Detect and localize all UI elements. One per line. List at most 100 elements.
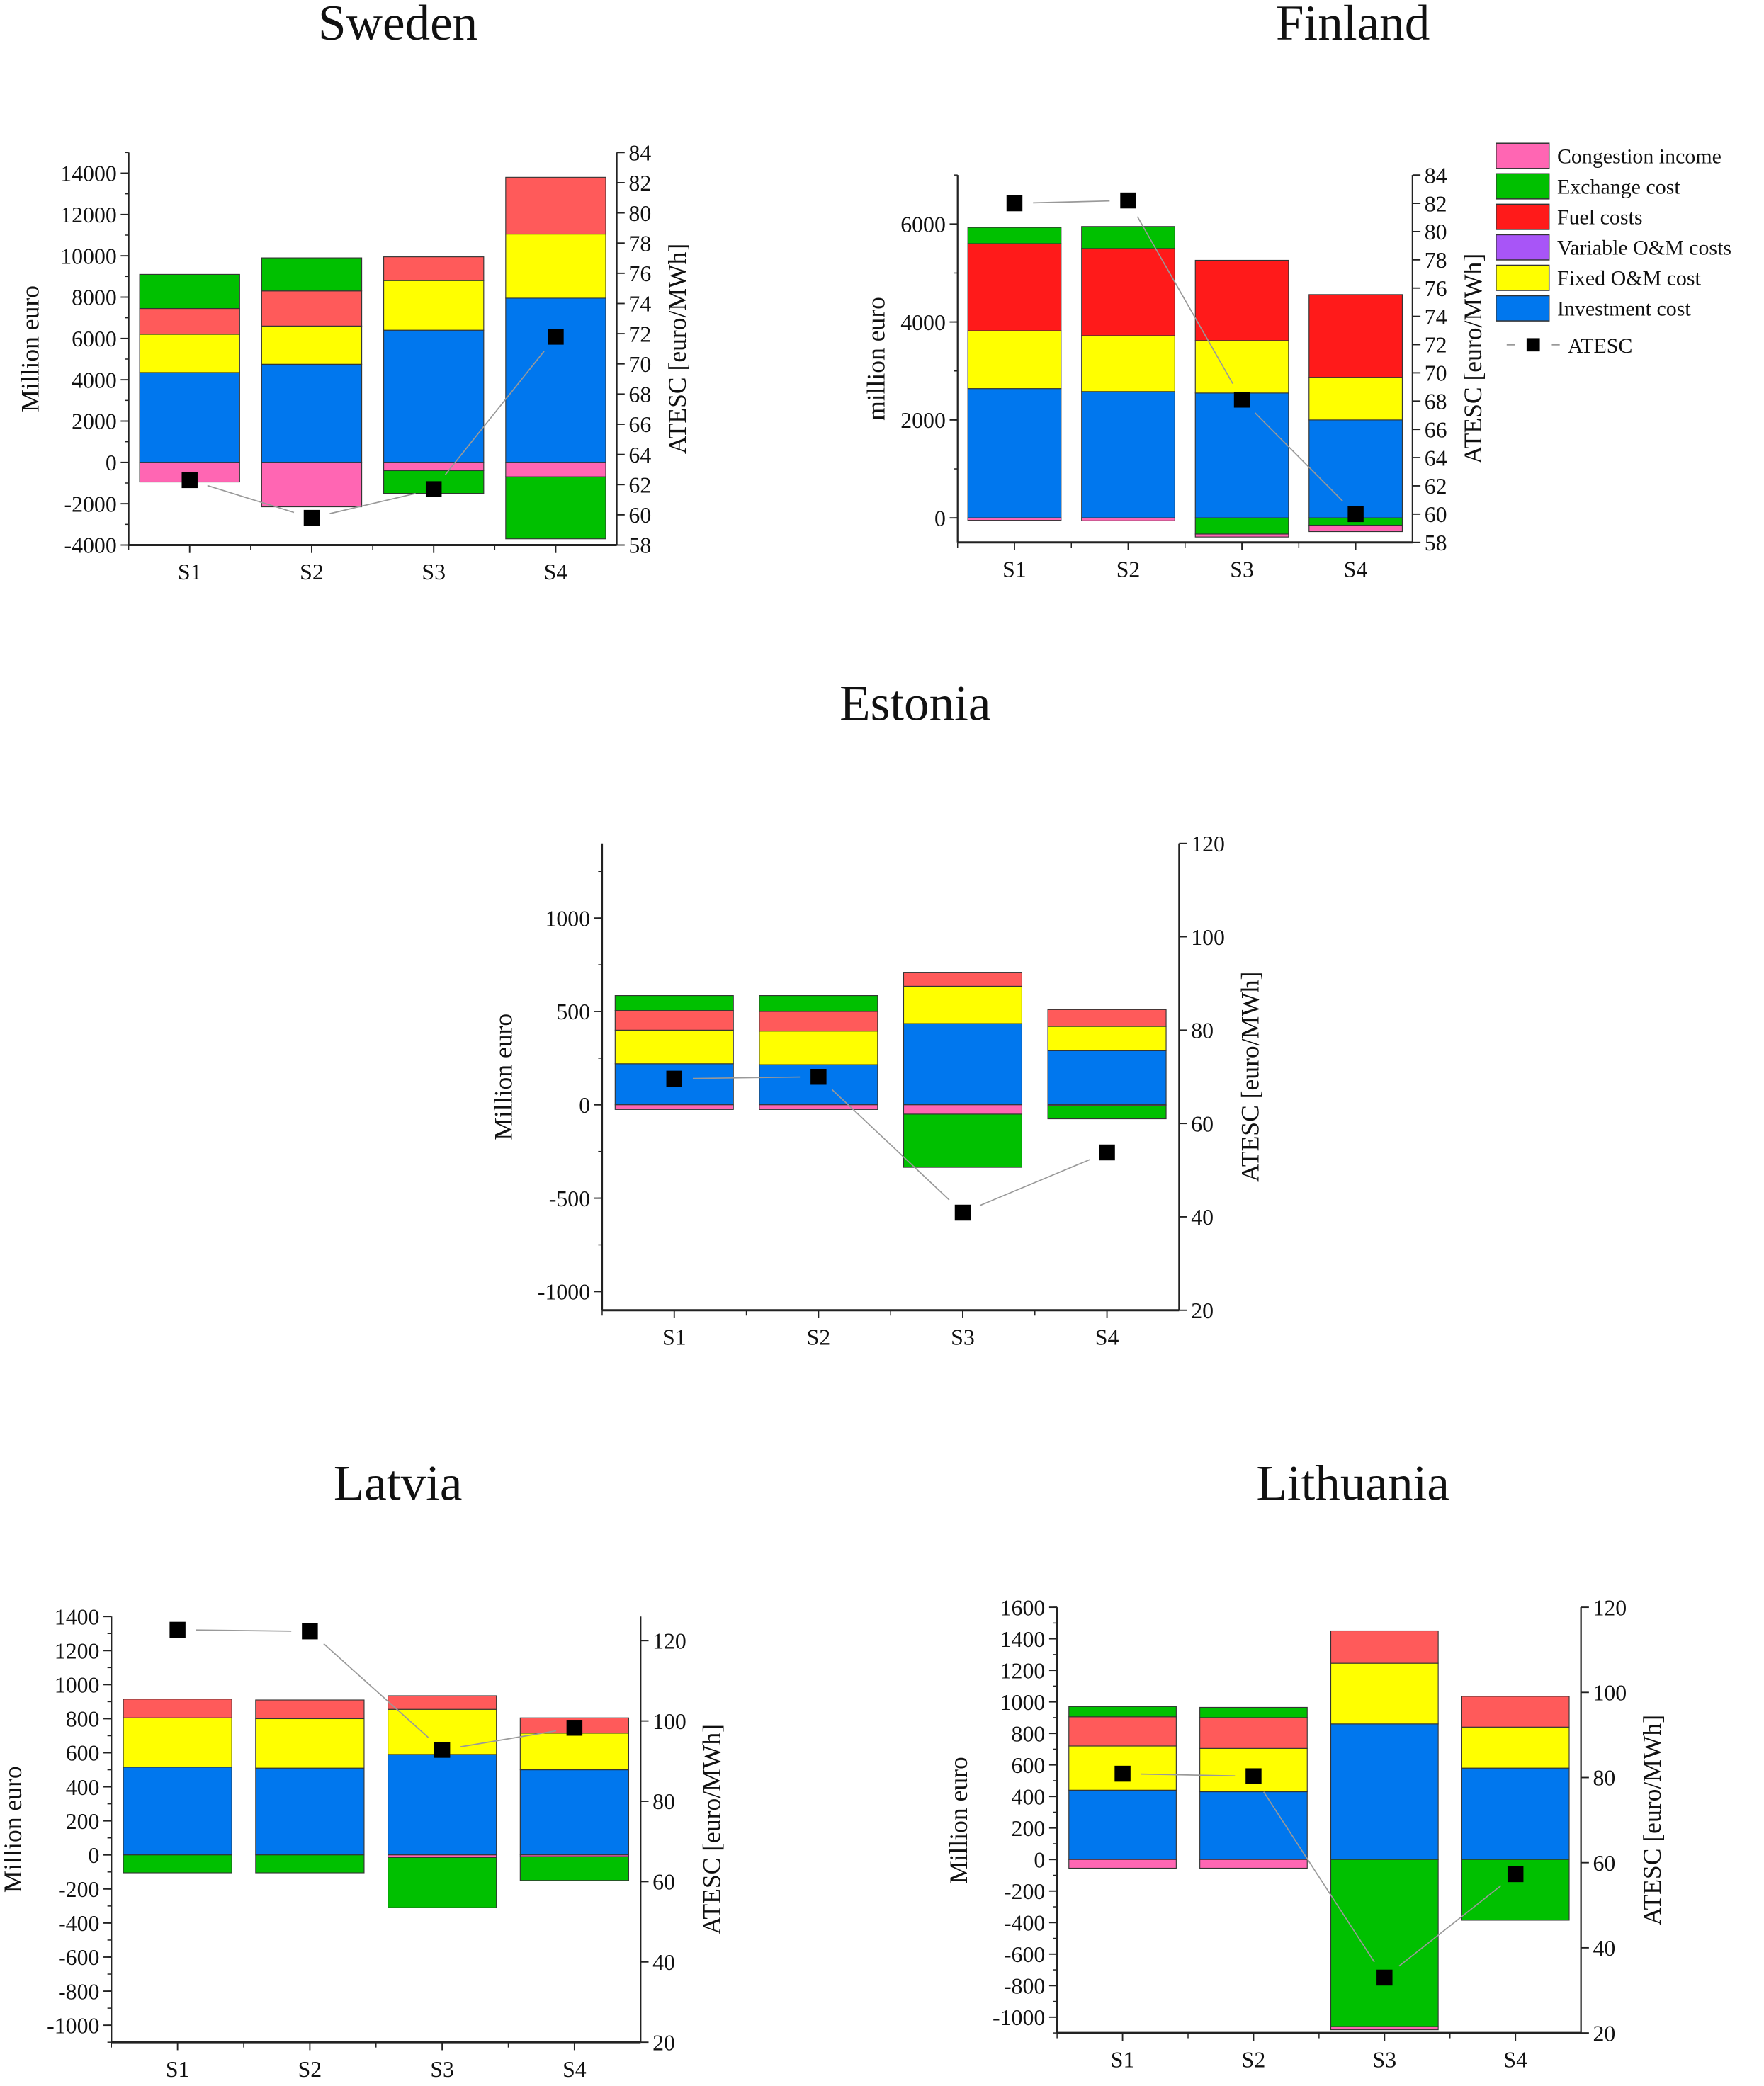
bar-segment-investment-cost-s3 bbox=[1194, 392, 1289, 518]
bar-segment-congestion-income-s1 bbox=[967, 517, 1062, 521]
atesc-line-segment bbox=[1136, 216, 1233, 384]
x-tick-label: S2 bbox=[300, 560, 324, 584]
bar-segment-fuel-costs-s2 bbox=[759, 1011, 878, 1032]
atesc-marker-s2 bbox=[303, 509, 320, 526]
bar-segment-fuel-costs-s4 bbox=[505, 176, 606, 235]
bar-segment-congestion-income-s3 bbox=[903, 1104, 1023, 1115]
y-tick-label: -800 bbox=[1004, 1974, 1045, 1999]
y-tick-label: 6000 bbox=[72, 327, 117, 351]
bar-segment-fixed-o-m-cost-s2 bbox=[1081, 335, 1175, 392]
legend-label: Investment cost bbox=[1557, 297, 1691, 321]
bar-segment-exchange-cost-s3 bbox=[388, 1857, 497, 1908]
legend-label-atesc: ATESC bbox=[1568, 334, 1633, 358]
x-tick-label: S4 bbox=[1344, 557, 1368, 582]
bar-segment-investment-cost-s4 bbox=[1461, 1767, 1570, 1860]
y2-tick-label: 72 bbox=[628, 322, 651, 346]
bar-segment-fixed-o-m-cost-s2 bbox=[255, 1718, 365, 1769]
bar-segment-fixed-o-m-cost-s4 bbox=[519, 1733, 630, 1771]
bar-segment-investment-cost-s3 bbox=[903, 1023, 1023, 1106]
bar-segment-fuel-costs-s2 bbox=[261, 290, 363, 327]
bar-segment-fuel-costs-s2 bbox=[255, 1699, 365, 1720]
bar-segment-fuel-costs-s1 bbox=[967, 243, 1062, 331]
x-tick-label: S4 bbox=[1503, 2048, 1527, 2073]
y-tick-label: -1000 bbox=[993, 2005, 1045, 2030]
y2-tick-label: 66 bbox=[1425, 417, 1447, 442]
bar-segment-exchange-cost-s4 bbox=[1047, 1105, 1167, 1120]
atesc-marker-s4 bbox=[548, 329, 564, 345]
x-tick-label: S1 bbox=[1002, 557, 1027, 582]
bar-segment-fixed-o-m-cost-s1 bbox=[123, 1717, 232, 1768]
bar-segment-investment-cost-s2 bbox=[1199, 1791, 1308, 1860]
bar-segment-fuel-costs-s3 bbox=[903, 972, 1023, 987]
atesc-line-segment bbox=[207, 484, 295, 514]
y-axis-title: Million euro bbox=[0, 1766, 27, 1893]
bar-segment-fuel-costs-s4 bbox=[1047, 1009, 1167, 1027]
x-tick-label: S2 bbox=[807, 1325, 831, 1349]
y-tick-label: 1200 bbox=[1000, 1658, 1046, 1683]
bar-segment-fixed-o-m-cost-s3 bbox=[383, 280, 485, 331]
y2-tick-label: 120 bbox=[652, 1628, 686, 1653]
bar-segment-exchange-cost-s2 bbox=[759, 995, 878, 1012]
atesc-marker-s4 bbox=[566, 1720, 583, 1736]
bar-segment-investment-cost-s3 bbox=[1330, 1723, 1439, 1860]
atesc-line-segment bbox=[196, 1629, 292, 1632]
bar-segment-exchange-cost-s4 bbox=[519, 1856, 630, 1881]
bar-segment-congestion-income-s4 bbox=[505, 462, 606, 477]
legend-swatch-investment-cost bbox=[1496, 295, 1550, 322]
bar-segment-fixed-o-m-cost-s4 bbox=[1308, 377, 1403, 421]
y-tick-label: 1000 bbox=[1000, 1690, 1046, 1715]
bar-segment-fixed-o-m-cost-s4 bbox=[505, 233, 606, 299]
y2-axis-title: ATESC [euro/MWh] bbox=[1236, 972, 1265, 1182]
y-tick-label: 800 bbox=[66, 1707, 100, 1732]
y2-tick-label: 72 bbox=[1425, 333, 1447, 358]
bar-segment-exchange-cost-s4 bbox=[505, 476, 606, 540]
chart-title: Finland bbox=[1276, 0, 1430, 51]
y2-tick-label: 78 bbox=[1425, 248, 1447, 273]
atesc-marker-s3 bbox=[425, 481, 442, 497]
chart-finland: Finland 0 2000 4000 6000 58 60 62 64 66 68 70 72 74 76… bbox=[862, 0, 1487, 582]
y-tick-label: -400 bbox=[1004, 1911, 1045, 1936]
bar-segment-fuel-costs-s2 bbox=[1081, 248, 1175, 336]
atesc-line-segment bbox=[323, 1643, 429, 1738]
atesc-marker-s2 bbox=[1120, 192, 1136, 209]
y2-tick-label: 80 bbox=[1425, 220, 1447, 244]
bar-segment-fuel-costs-s1 bbox=[123, 1699, 232, 1718]
chart-latvia: Latvia -1000 -800 -600 -400 -200 0 200 400 600 800… bbox=[0, 1456, 726, 2081]
y2-tick-label: 80 bbox=[652, 1789, 675, 1814]
y-tick-label: 1000 bbox=[545, 906, 590, 931]
y-tick-label: 1400 bbox=[1000, 1627, 1046, 1652]
bar-segment-fuel-costs-s1 bbox=[614, 1010, 734, 1031]
y2-tick-label: 80 bbox=[1593, 1766, 1615, 1791]
atesc-marker-s1 bbox=[169, 1621, 186, 1638]
y2-tick-label: 100 bbox=[1593, 1681, 1627, 1706]
bar-segment-fixed-o-m-cost-s2 bbox=[759, 1031, 878, 1065]
atesc-marker-s1 bbox=[1006, 195, 1023, 212]
y2-axis-title: ATESC [euro/MWh] bbox=[1459, 254, 1487, 464]
bar-segment-congestion-income-s2 bbox=[1199, 1859, 1308, 1869]
y2-tick-label: 40 bbox=[1191, 1205, 1214, 1230]
bar-segment-fixed-o-m-cost-s3 bbox=[1194, 340, 1289, 394]
y2-axis-title: ATESC [euro/MWh] bbox=[1638, 1715, 1666, 1925]
legend-swatch-congestion-income bbox=[1496, 142, 1550, 169]
y-tick-label: 2000 bbox=[900, 408, 946, 433]
y-tick-label: -200 bbox=[58, 1877, 99, 1902]
y-tick-label: 2000 bbox=[72, 409, 117, 434]
bar-segment-fixed-o-m-cost-s3 bbox=[1330, 1662, 1439, 1725]
y-tick-label: -1000 bbox=[47, 2013, 99, 2038]
bar-segment-fixed-o-m-cost-s1 bbox=[139, 334, 240, 373]
bar-segment-investment-cost-s2 bbox=[1081, 391, 1175, 518]
bar-segment-fuel-costs-s3 bbox=[1330, 1630, 1439, 1664]
chart-title: Lithuania bbox=[1256, 1456, 1449, 1511]
legend-atesc-marker bbox=[1526, 338, 1540, 352]
bar-segment-exchange-cost-s1 bbox=[123, 1854, 232, 1874]
bar-segment-fuel-costs-s1 bbox=[1068, 1716, 1177, 1747]
bar-segment-exchange-cost-s1 bbox=[1068, 1706, 1177, 1718]
y2-tick-label: 60 bbox=[1191, 1111, 1214, 1136]
atesc-marker-s3 bbox=[1233, 392, 1250, 408]
y2-tick-label: 60 bbox=[628, 503, 651, 528]
chart-sweden: Sweden -4000 -2000 0 2000 4000 6000 8000 10000 12… bbox=[16, 0, 691, 584]
bar-segment-fixed-o-m-cost-s4 bbox=[1461, 1726, 1570, 1769]
bar-segment-exchange-cost-s2 bbox=[1081, 226, 1175, 249]
y-axis-title: Million euro bbox=[490, 1014, 518, 1140]
bar-segment-congestion-income-s2 bbox=[1081, 517, 1175, 521]
